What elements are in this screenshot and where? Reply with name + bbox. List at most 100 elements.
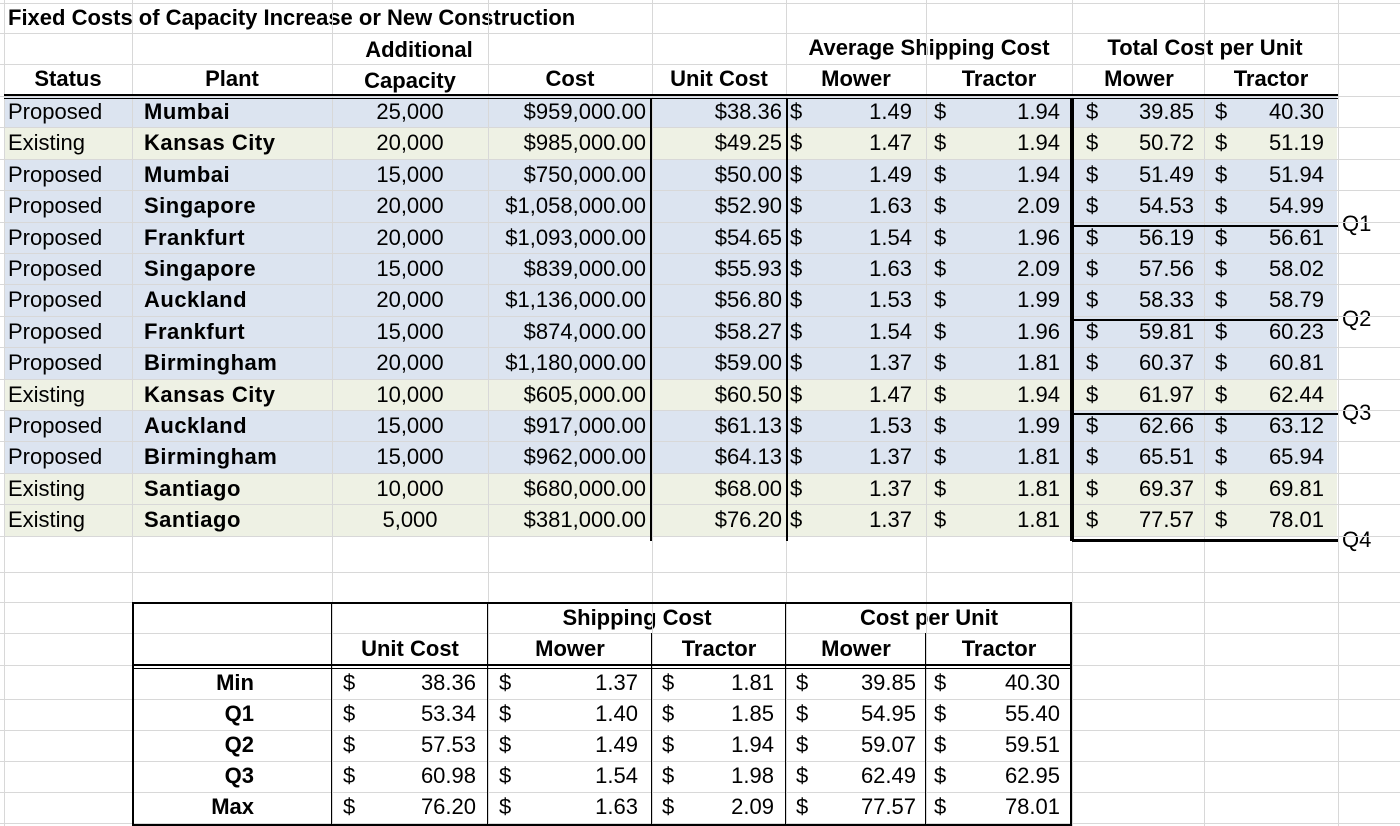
row-status: Proposed [8,287,103,313]
header-total-tractor: Tractor [1233,66,1309,91]
currency-symbol: $ [1215,475,1228,501]
header-additional: Additional [365,37,473,62]
currency-symbol: $ [1215,507,1228,533]
row-total-mower: 61.97 [1138,381,1194,407]
row-plant: Auckland [144,287,248,313]
row-capacity: 15,000 [376,413,444,438]
row-status: Existing [8,130,86,156]
currency-symbol: $ [1086,130,1099,156]
row-ship-tractor: 1.94 [1017,161,1060,187]
currency-symbol: $ [1086,350,1099,376]
row-ship-mower: 1.54 [869,224,912,250]
row-status: Proposed [8,444,103,470]
quartile-line-q4 [1072,539,1338,542]
row-total-mower: 57.56 [1138,256,1194,281]
currency-symbol: $ [934,318,947,344]
row-capacity: 15,000 [376,444,444,470]
summary-ship-tractor: 1.98 [731,763,774,788]
gridline [0,3,1400,4]
summary-ship-mower: 1.49 [595,732,638,757]
row-total-tractor: 78.01 [1268,507,1324,533]
summary-row-label: Min [216,670,254,695]
gridline [0,410,1400,411]
currency-symbol: $ [1215,224,1228,250]
summary-col-border [651,633,652,826]
row-total-tractor: 56.61 [1268,224,1324,250]
row-unit-cost: $52.90 [714,193,782,219]
currency-symbol: $ [1215,350,1228,376]
summary-cpu-mower: 62.49 [860,763,916,788]
currency-symbol: $ [790,507,803,533]
row-fill [4,158,1337,191]
row-ship-tractor: 2.09 [1017,193,1060,219]
header-total-mower: Mower [1104,66,1174,91]
summary-ship-tractor: 1.94 [731,732,774,757]
row-ship-mower: 1.54 [869,318,912,344]
row-total-tractor: 62.44 [1268,381,1324,407]
currency-symbol: $ [343,732,356,757]
currency-symbol: $ [790,256,803,281]
gridline [0,253,1400,254]
row-ship-tractor: 1.81 [1017,350,1060,376]
currency-symbol: $ [343,794,356,819]
row-capacity: 15,000 [376,161,444,187]
row-unit-cost: $64.13 [714,444,782,470]
currency-symbol: $ [934,350,947,376]
row-status: Proposed [8,193,103,219]
row-ship-tractor: 1.99 [1017,287,1060,313]
row-unit-cost: $55.93 [714,256,782,281]
currency-symbol: $ [1215,318,1228,344]
currency-symbol: $ [796,701,809,726]
row-total-tractor: 63.12 [1268,413,1324,438]
currency-symbol: $ [934,763,947,788]
summary-ship-tractor: 2.09 [731,794,774,819]
row-fill [4,315,1337,348]
row-unit-cost: $61.13 [714,413,782,438]
summary-unit-cost: 76.20 [420,794,476,819]
gridline [652,0,653,826]
currency-symbol: $ [1215,413,1228,438]
row-ship-mower: 1.49 [869,161,912,187]
header-double-line [4,94,1338,96]
currency-symbol: $ [790,193,803,219]
summary-ship-tractor: 1.81 [731,670,774,695]
row-capacity: 5,000 [382,507,438,533]
row-plant: Frankfurt [144,318,246,344]
summary-ship-mower: 1.54 [595,763,638,788]
gridline [0,316,1400,317]
row-total-tractor: 54.99 [1268,193,1324,219]
gridline [0,730,1400,731]
row-status: Proposed [8,350,103,376]
row-plant: Singapore [144,256,257,281]
row-fill [4,190,1337,223]
summary-ship-tractor: 1.85 [731,701,774,726]
row-unit-cost: $68.00 [714,475,782,501]
row-unit-cost: $76.20 [714,507,782,533]
currency-symbol: $ [934,287,947,313]
currency-symbol: $ [1086,193,1099,219]
currency-symbol: $ [790,475,803,501]
row-capacity: 25,000 [376,99,444,124]
summary-col-border [487,602,488,826]
currency-symbol: $ [790,444,803,470]
row-cost: $1,093,000.00 [505,224,646,250]
row-capacity: 20,000 [376,287,444,313]
row-total-tractor: 60.23 [1268,318,1324,344]
row-fill [4,96,1337,128]
currency-symbol: $ [790,130,803,156]
unit-cost-border [650,99,652,541]
row-cost: $917,000.00 [523,413,646,438]
row-ship-mower: 1.53 [869,413,912,438]
currency-symbol: $ [1086,224,1099,250]
row-ship-tractor: 1.94 [1017,381,1060,407]
currency-symbol: $ [1086,99,1099,124]
row-ship-tractor: 2.09 [1017,256,1060,281]
gridline [0,33,1400,34]
row-fill [4,441,1337,474]
row-status: Proposed [8,256,103,281]
currency-symbol: $ [1086,444,1099,470]
currency-symbol: $ [790,413,803,438]
currency-symbol: $ [934,794,947,819]
summary-header-double-line [132,664,1072,666]
gridline [0,473,1400,474]
